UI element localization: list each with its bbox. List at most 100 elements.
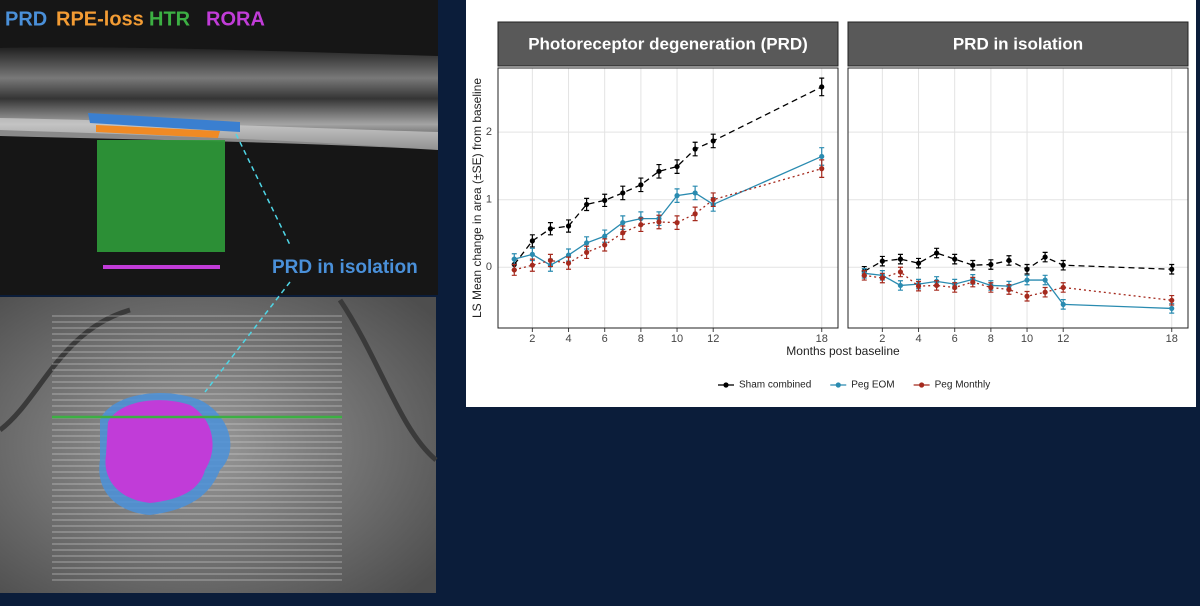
data-point	[1024, 293, 1030, 299]
data-point	[674, 163, 680, 170]
x-tick-label: 8	[988, 333, 994, 345]
data-point	[584, 249, 590, 255]
data-point	[1169, 297, 1175, 303]
data-point	[1042, 277, 1048, 283]
data-point	[620, 220, 626, 226]
data-point	[1060, 301, 1066, 307]
facet-title: PRD in isolation	[953, 34, 1083, 53]
x-tick-label: 18	[1166, 333, 1178, 345]
data-point	[710, 138, 716, 144]
data-point	[1042, 254, 1048, 260]
data-point	[1042, 289, 1048, 295]
data-point	[692, 146, 698, 152]
data-point	[547, 226, 554, 232]
data-point	[819, 153, 825, 160]
data-point	[710, 197, 716, 203]
data-point	[674, 220, 680, 226]
data-point	[819, 84, 825, 90]
x-tick-label: 10	[1021, 333, 1033, 345]
data-point	[897, 256, 904, 262]
data-point	[879, 258, 885, 264]
data-point	[692, 190, 698, 196]
data-point	[529, 262, 535, 268]
data-point	[915, 283, 922, 289]
x-tick-label: 8	[638, 333, 644, 345]
x-tick-label: 4	[565, 333, 571, 345]
data-point	[1024, 266, 1030, 272]
data-point	[897, 269, 904, 275]
data-point	[1169, 266, 1175, 272]
data-point	[988, 284, 994, 291]
label-prd: PRD	[5, 8, 47, 30]
data-point	[934, 250, 940, 256]
data-point	[620, 230, 626, 236]
data-point	[879, 275, 885, 281]
legend-label: Sham combined	[739, 380, 811, 391]
data-point	[1006, 286, 1012, 293]
y-axis-label: LS Mean change in area (±SE) from baseli…	[470, 78, 484, 318]
data-point	[656, 168, 662, 174]
rpe-loss-region	[96, 125, 220, 138]
x-tick-label: 18	[816, 333, 828, 345]
data-point	[638, 182, 644, 188]
data-point	[547, 257, 554, 264]
label-prd-isolation: PRD in isolation	[272, 257, 418, 278]
x-tick-label: 6	[952, 333, 958, 345]
data-point	[620, 190, 626, 196]
label-htr: HTR	[149, 8, 191, 30]
data-point	[584, 240, 590, 246]
x-tick-label: 4	[915, 333, 921, 345]
x-tick-label: 2	[879, 333, 885, 345]
plot-border	[847, 67, 1189, 329]
vessel	[0, 298, 438, 462]
plot-border	[497, 67, 839, 329]
htr-region	[97, 140, 225, 252]
y-tick-label: 2	[486, 126, 492, 138]
label-rora: RORA	[206, 8, 265, 30]
data-point	[529, 238, 535, 244]
data-point	[602, 233, 608, 239]
data-point	[565, 252, 572, 258]
legend-label: Peg EOM	[851, 380, 894, 391]
data-point	[1006, 257, 1012, 264]
data-point	[511, 256, 517, 262]
data-point	[934, 282, 940, 289]
prd-region	[88, 113, 240, 132]
data-point	[952, 284, 958, 291]
data-point	[565, 260, 572, 266]
pointer-line	[235, 133, 291, 246]
legend-key-point	[835, 382, 841, 388]
x-tick-label: 12	[1057, 333, 1069, 345]
label-rpe-loss: RPE-loss	[56, 8, 144, 30]
data-point	[1060, 262, 1066, 268]
x-tick-label: 12	[707, 333, 719, 345]
data-point	[674, 193, 680, 199]
data-point	[1024, 277, 1030, 283]
y-tick-label: 0	[486, 261, 492, 273]
data-point	[1060, 284, 1066, 291]
facet-strip	[847, 21, 1189, 67]
y-tick-label: 1	[486, 194, 492, 206]
oct-image: PRD RPE-loss HTR RORA	[0, 0, 438, 295]
rora-area	[105, 400, 213, 503]
data-point	[565, 223, 572, 229]
data-point	[638, 222, 644, 228]
data-point	[988, 261, 994, 268]
data-point	[1169, 305, 1175, 312]
data-point	[692, 211, 698, 217]
x-tick-label: 10	[671, 333, 683, 345]
x-axis-label: Months post baseline	[786, 344, 900, 358]
data-point	[656, 219, 662, 225]
facet-strip	[497, 21, 839, 67]
data-point	[511, 267, 517, 273]
lesion: PRD in isolation	[52, 257, 418, 515]
data-point	[952, 256, 958, 262]
legend-key-point	[723, 382, 729, 388]
data-point	[915, 260, 922, 266]
legend-key-point	[919, 382, 925, 388]
data-point	[584, 201, 590, 208]
data-point	[897, 282, 904, 289]
data-point	[861, 272, 867, 278]
data-point	[970, 279, 976, 285]
